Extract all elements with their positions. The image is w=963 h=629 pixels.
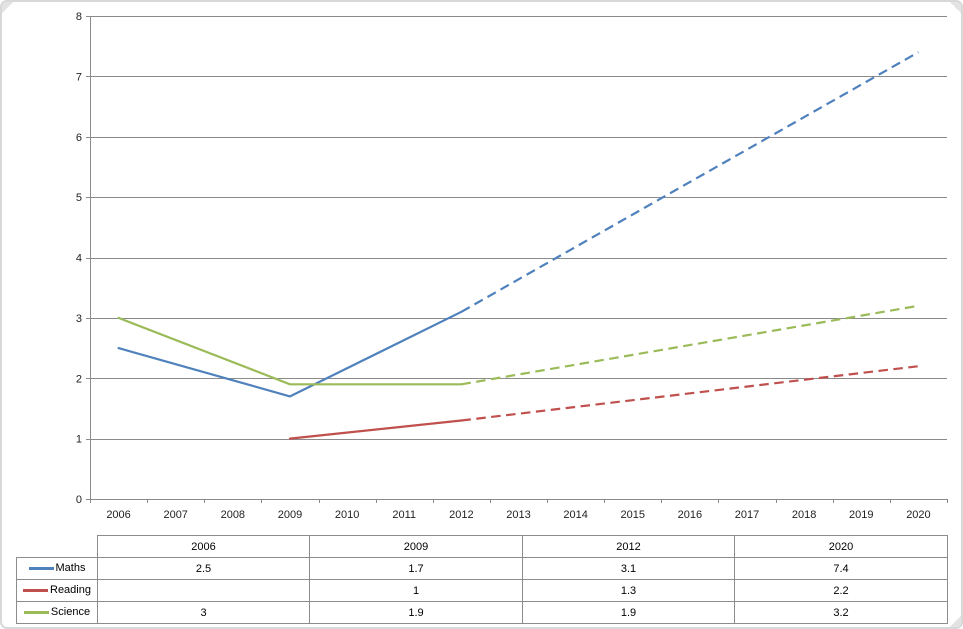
x-axis-label: 2011 (392, 509, 416, 521)
chart-svg: 0 1 2 3 4 5 6 7 8 2006 2007 2008 2009 2010 2011 2012 201… (76, 11, 948, 521)
y-axis-label: 1 (76, 434, 82, 446)
x-axis-label: 2018 (792, 509, 816, 521)
series-label: Maths (55, 562, 86, 575)
x-axis-label: 2010 (335, 509, 359, 521)
table-header-2006: 2006 (97, 535, 310, 558)
series-line-maths-solid (117, 310, 463, 398)
table-cell: 3.2 (734, 601, 948, 624)
science-line-swatch-icon (23, 611, 49, 615)
corner-curl-decoration (950, 616, 961, 627)
table-header-2020: 2020 (734, 535, 948, 558)
x-axis-label: 2008 (221, 509, 245, 521)
reading-line-swatch-icon (23, 589, 48, 593)
x-axis-label: 2009 (278, 509, 302, 521)
x-axis-label: 2012 (449, 509, 473, 521)
x-axis-label: 2014 (563, 509, 587, 521)
x-axis-label: 2019 (849, 509, 873, 521)
table-header-row: 2006 2009 2012 2020 (17, 535, 948, 558)
x-axis-label: 2015 (621, 509, 645, 521)
series-label: Science (50, 606, 91, 619)
table-cell: 1 (309, 579, 523, 602)
data-table: 2006 2009 2012 2020 Maths 2.5 1.7 3.1 7.… (16, 535, 948, 624)
table-cell: 7.4 (734, 557, 948, 580)
legend-cell-reading: Reading (16, 579, 98, 602)
line-chart: 0 1 2 3 4 5 6 7 8 2006 2007 2008 2009 2010 2011 2012 201… (2, 2, 961, 532)
series-line-science-solid (117, 316, 463, 386)
y-axis-label: 5 (76, 192, 82, 204)
table-cell: 3 (97, 601, 310, 624)
series-line-reading-dashed (461, 365, 919, 422)
x-axis-label: 2006 (106, 509, 130, 521)
x-axis-label: 2020 (906, 509, 930, 521)
y-axis-label: 3 (76, 313, 82, 325)
y-axis-label: 7 (76, 71, 82, 83)
table-cell: 3.1 (522, 557, 735, 580)
corner-curl-decoration (950, 2, 961, 13)
y-axis-label: 2 (76, 373, 82, 385)
x-axis-label: 2016 (678, 509, 702, 521)
table-cell: 2.5 (97, 557, 310, 580)
series-label: Reading (50, 584, 91, 597)
series-line-reading-solid (288, 419, 463, 440)
table-row-science: Science 3 1.9 1.9 3.2 (16, 601, 948, 624)
corner-curl-decoration (2, 2, 13, 13)
series-line-science-dashed (461, 304, 919, 386)
table-row-reading: Reading 1 1.3 2.2 (16, 579, 948, 602)
y-axis-label: 6 (76, 132, 82, 144)
legend-cell-science: Science (16, 601, 98, 624)
table-corner-cell (17, 536, 98, 558)
table-cell: 1.3 (522, 579, 735, 602)
table-header-2009: 2009 (309, 535, 523, 558)
legend-cell-maths: Maths (16, 557, 98, 580)
table-row-maths: Maths 2.5 1.7 3.1 7.4 (16, 557, 948, 580)
table-cell: 1.9 (522, 601, 735, 624)
y-axis-label: 0 (76, 494, 82, 506)
x-axis-label: 2017 (735, 509, 759, 521)
y-axis-label: 4 (76, 253, 82, 265)
x-axis-label: 2013 (506, 509, 530, 521)
table-cell: 1.7 (309, 557, 523, 580)
table-cell: 2.2 (734, 579, 948, 602)
table-header-2012: 2012 (522, 535, 735, 558)
table-cell: 1.9 (309, 601, 523, 624)
series-line-maths-dashed (460, 51, 919, 313)
y-axis-label: 8 (76, 11, 82, 23)
maths-line-swatch-icon (28, 567, 54, 571)
table-cell (97, 579, 310, 602)
x-axis-label: 2007 (163, 509, 187, 521)
